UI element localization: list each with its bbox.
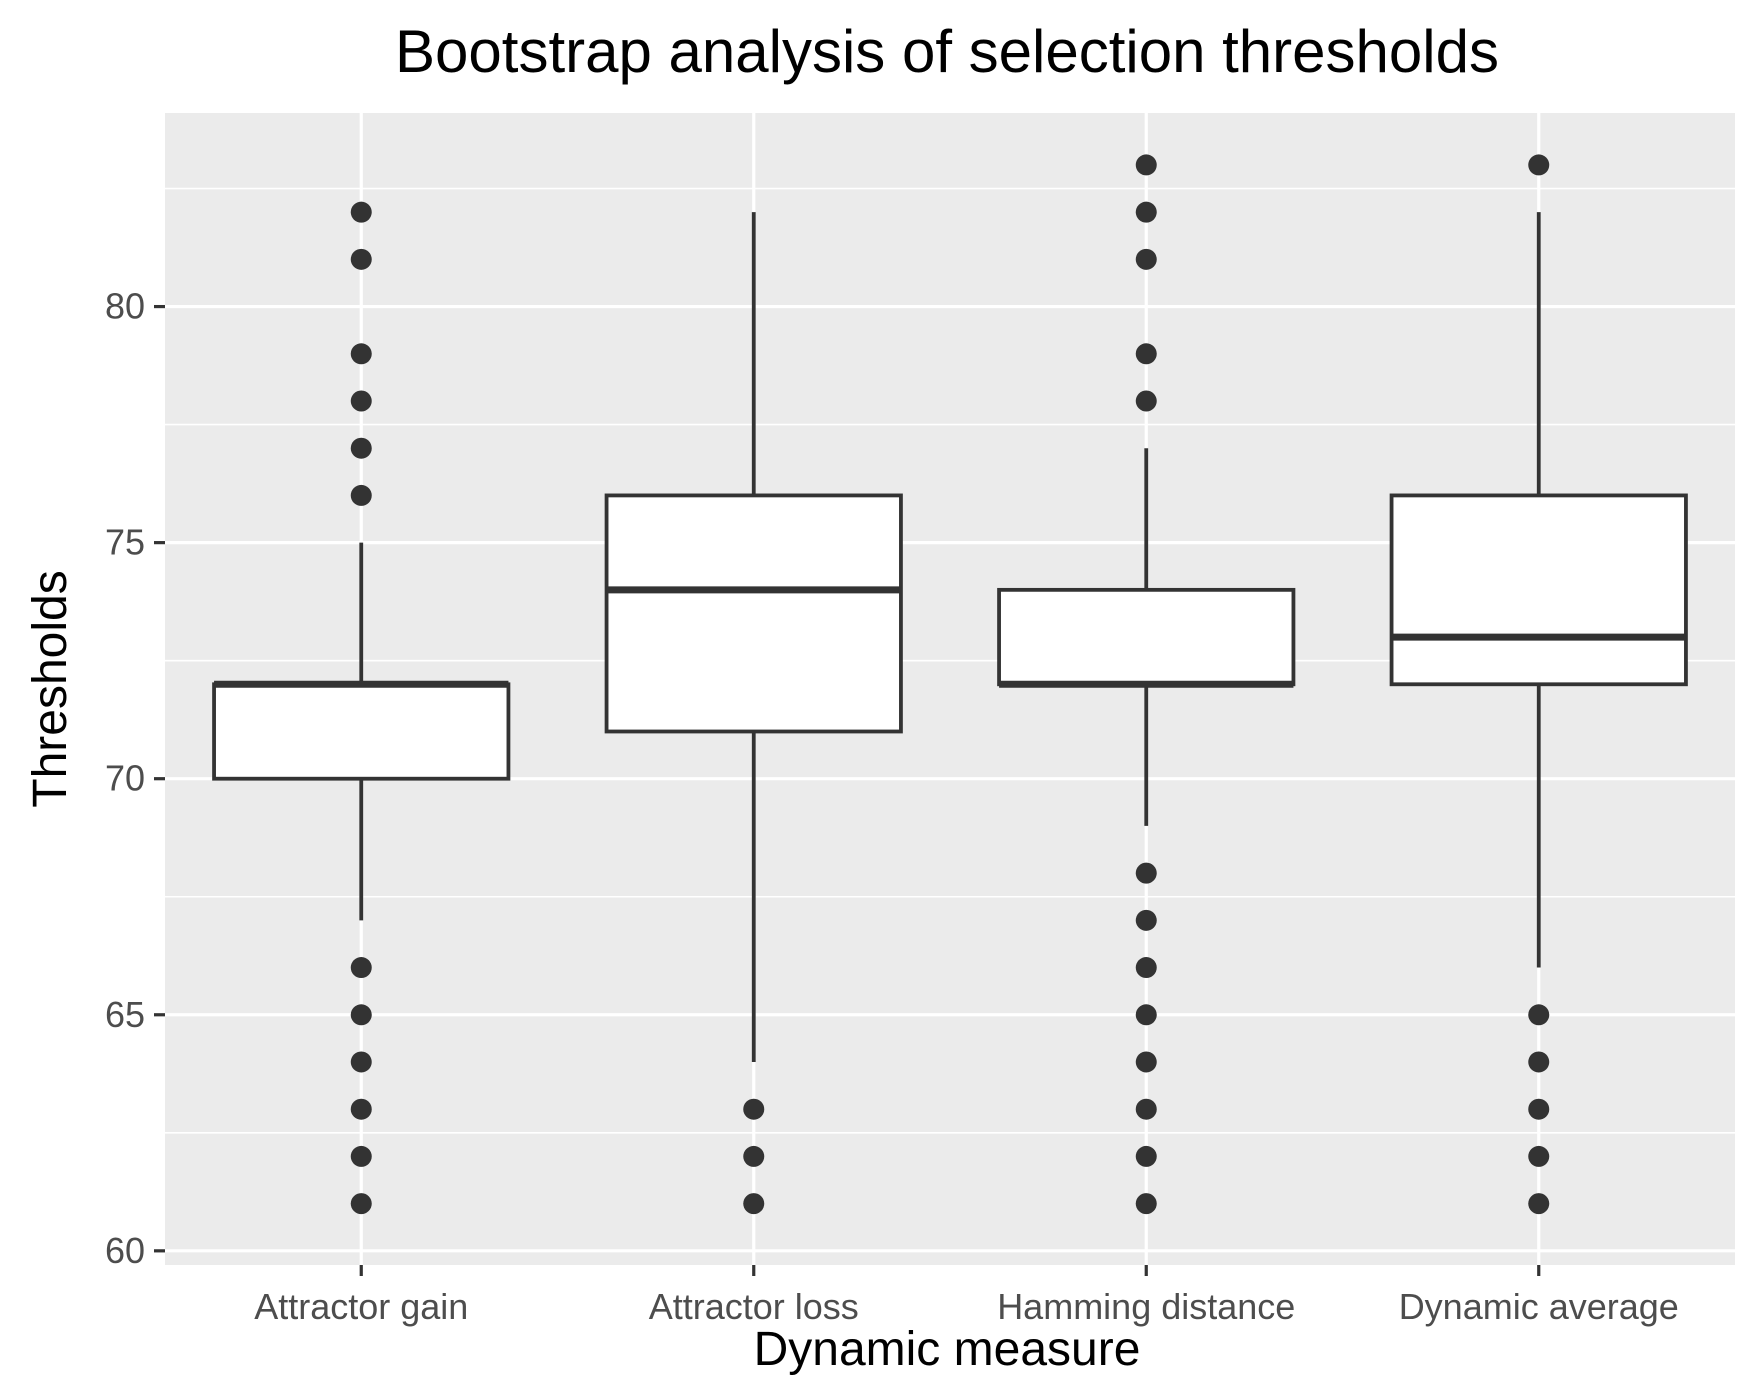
y-tick-label: 80	[105, 286, 145, 327]
box-group	[604, 212, 903, 1215]
outlier-point	[1135, 909, 1157, 931]
outlier-point	[350, 1098, 372, 1120]
chart-title: Bootstrap analysis of selection threshol…	[395, 18, 1499, 85]
outlier-point	[743, 1098, 765, 1120]
outlier-point	[1135, 201, 1157, 223]
x-tick-label: Hamming distance	[997, 1286, 1295, 1327]
y-axis-title: Thresholds	[24, 570, 77, 807]
x-tick-label: Dynamic average	[1399, 1286, 1679, 1327]
box-group	[212, 201, 511, 1215]
outlier-point	[1135, 1145, 1157, 1167]
outlier-point	[350, 343, 372, 365]
outlier-point	[1135, 862, 1157, 884]
y-tick-label: 70	[105, 758, 145, 799]
outlier-point	[350, 1193, 372, 1215]
outlier-point	[1528, 1098, 1550, 1120]
outlier-point	[1135, 957, 1157, 979]
x-tick-label: Attractor loss	[649, 1286, 859, 1327]
outlier-point	[1135, 1098, 1157, 1120]
outlier-point	[743, 1145, 765, 1167]
outlier-point	[350, 484, 372, 506]
outlier-point	[1135, 1051, 1157, 1073]
outlier-point	[743, 1193, 765, 1215]
box-iqr	[1389, 493, 1688, 687]
box-iqr	[997, 587, 1296, 687]
outlier-point	[1135, 1004, 1157, 1026]
box-group	[997, 154, 1296, 1215]
outlier-point	[1135, 343, 1157, 365]
y-tick-label: 75	[105, 522, 145, 563]
x-axis-title: Dynamic measure	[754, 1323, 1141, 1376]
axes-layer: 60 65 70 75 80 Attractor gain Attractor loss Ha…	[105, 286, 1679, 1327]
outlier-point	[350, 390, 372, 412]
outlier-point	[350, 248, 372, 270]
outlier-point	[1528, 1145, 1550, 1167]
outlier-point	[350, 1145, 372, 1167]
outlier-point	[1135, 390, 1157, 412]
outlier-point	[1528, 1193, 1550, 1215]
outlier-point	[1135, 154, 1157, 176]
box-iqr	[212, 682, 511, 781]
box-iqr	[604, 493, 903, 734]
outlier-point	[350, 437, 372, 459]
y-tick-label: 60	[105, 1230, 145, 1271]
outlier-point	[1135, 248, 1157, 270]
outlier-point	[350, 1051, 372, 1073]
outlier-point	[350, 201, 372, 223]
outlier-point	[350, 957, 372, 979]
x-tick-label: Attractor gain	[254, 1286, 468, 1327]
outlier-point	[1528, 154, 1550, 176]
outlier-point	[350, 1004, 372, 1026]
box-group	[1389, 154, 1688, 1215]
outlier-point	[1528, 1051, 1550, 1073]
boxes-layer	[212, 154, 1688, 1215]
outlier-point	[1135, 1193, 1157, 1215]
y-tick-label: 65	[105, 994, 145, 1035]
outlier-point	[1528, 1004, 1550, 1026]
